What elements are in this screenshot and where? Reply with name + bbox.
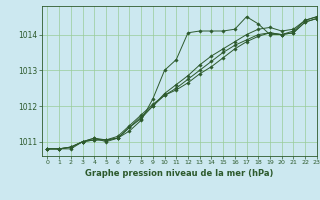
X-axis label: Graphe pression niveau de la mer (hPa): Graphe pression niveau de la mer (hPa) (85, 169, 273, 178)
